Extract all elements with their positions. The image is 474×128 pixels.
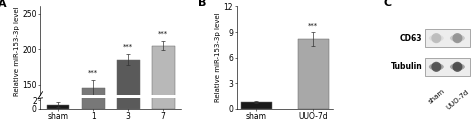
Bar xyxy=(82,88,104,128)
Bar xyxy=(117,60,139,128)
Bar xyxy=(152,45,174,128)
Text: A: A xyxy=(0,0,7,9)
Text: ***: *** xyxy=(308,23,318,29)
Y-axis label: Relative miR-153-3p level: Relative miR-153-3p level xyxy=(215,13,221,102)
Bar xyxy=(425,58,470,76)
Bar xyxy=(117,0,139,109)
Text: C: C xyxy=(383,0,392,8)
Ellipse shape xyxy=(429,35,444,42)
Bar xyxy=(241,102,272,109)
Text: ***: *** xyxy=(123,44,133,50)
Text: UUO-7d: UUO-7d xyxy=(445,88,470,110)
Y-axis label: Relative miR-153-3p level: Relative miR-153-3p level xyxy=(14,6,19,96)
Text: Tubulin: Tubulin xyxy=(391,62,423,71)
Bar xyxy=(425,29,470,47)
Ellipse shape xyxy=(450,35,465,42)
Ellipse shape xyxy=(429,63,444,70)
Text: ***: *** xyxy=(88,69,98,75)
Bar xyxy=(82,0,104,109)
Ellipse shape xyxy=(431,62,441,72)
Ellipse shape xyxy=(450,63,465,70)
Ellipse shape xyxy=(452,62,463,72)
Ellipse shape xyxy=(431,33,441,43)
Ellipse shape xyxy=(452,33,463,43)
Bar xyxy=(152,0,174,109)
Text: B: B xyxy=(198,0,206,8)
Bar xyxy=(298,39,328,109)
Text: ***: *** xyxy=(158,30,168,36)
Bar xyxy=(46,105,70,109)
Text: CD63: CD63 xyxy=(400,34,423,43)
Text: sham: sham xyxy=(427,88,446,105)
